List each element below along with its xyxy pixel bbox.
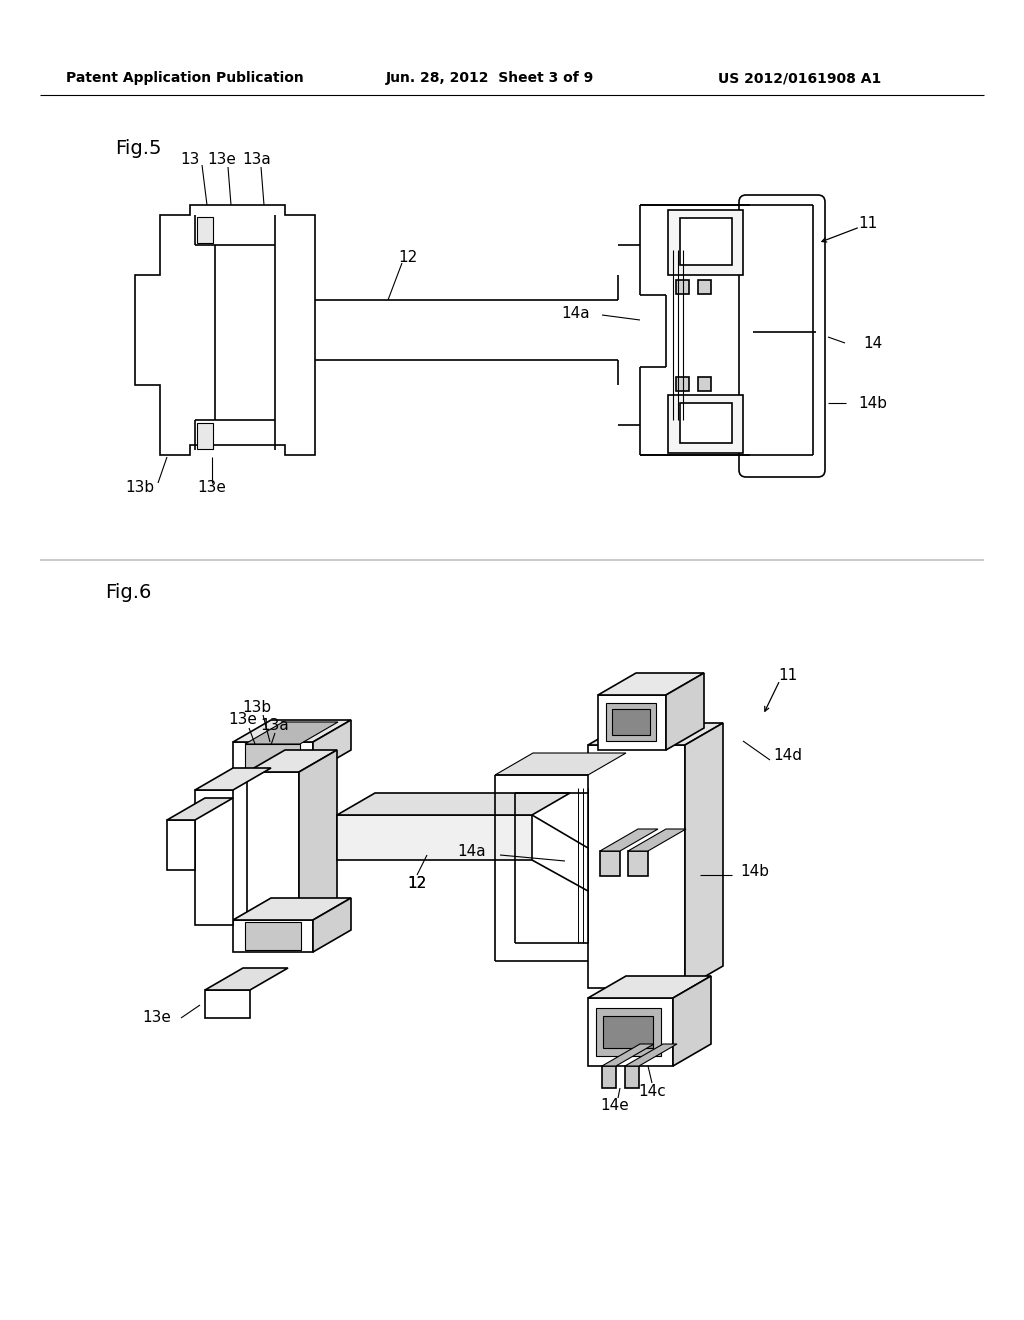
Polygon shape bbox=[628, 829, 686, 851]
Polygon shape bbox=[673, 975, 711, 1067]
Bar bbox=[596, 1008, 662, 1056]
Text: Fig.5: Fig.5 bbox=[115, 139, 162, 157]
Text: 14a: 14a bbox=[458, 843, 486, 858]
Polygon shape bbox=[602, 1044, 654, 1067]
Polygon shape bbox=[685, 723, 723, 987]
Text: 13a: 13a bbox=[243, 153, 271, 168]
Text: 12: 12 bbox=[408, 875, 427, 891]
Polygon shape bbox=[233, 898, 351, 920]
Polygon shape bbox=[625, 1044, 677, 1067]
Text: Jun. 28, 2012  Sheet 3 of 9: Jun. 28, 2012 Sheet 3 of 9 bbox=[386, 71, 594, 84]
Text: 14d: 14d bbox=[773, 747, 803, 763]
Text: 13b: 13b bbox=[125, 479, 155, 495]
Text: Fig.6: Fig.6 bbox=[105, 582, 152, 602]
Polygon shape bbox=[337, 793, 570, 814]
Bar bbox=[668, 395, 743, 453]
FancyBboxPatch shape bbox=[739, 195, 825, 477]
Bar bbox=[606, 704, 656, 741]
Polygon shape bbox=[588, 975, 711, 998]
Polygon shape bbox=[233, 920, 313, 952]
Polygon shape bbox=[588, 723, 723, 744]
Polygon shape bbox=[245, 722, 338, 744]
Bar bbox=[676, 378, 689, 391]
Polygon shape bbox=[337, 814, 532, 861]
Polygon shape bbox=[245, 921, 301, 950]
Text: 13b: 13b bbox=[243, 700, 271, 714]
Bar bbox=[698, 378, 711, 391]
Text: 14e: 14e bbox=[601, 1097, 630, 1113]
Text: 14: 14 bbox=[863, 335, 883, 351]
Bar bbox=[698, 280, 711, 294]
Bar bbox=[628, 851, 648, 876]
Text: 12: 12 bbox=[408, 875, 427, 891]
Bar bbox=[680, 403, 732, 444]
Polygon shape bbox=[598, 696, 666, 750]
Text: 13a: 13a bbox=[261, 718, 290, 733]
Polygon shape bbox=[205, 990, 250, 1018]
Bar bbox=[602, 1067, 616, 1088]
Text: 14c: 14c bbox=[638, 1084, 666, 1098]
Polygon shape bbox=[313, 898, 351, 952]
Polygon shape bbox=[195, 789, 233, 925]
Polygon shape bbox=[600, 829, 658, 851]
Bar bbox=[625, 1067, 639, 1088]
Bar bbox=[680, 218, 732, 265]
Polygon shape bbox=[495, 752, 626, 775]
Polygon shape bbox=[247, 750, 337, 772]
Text: 11: 11 bbox=[858, 215, 878, 231]
Polygon shape bbox=[197, 422, 213, 449]
Polygon shape bbox=[135, 205, 315, 455]
Polygon shape bbox=[195, 768, 271, 789]
Bar bbox=[612, 709, 650, 735]
Bar bbox=[603, 1016, 653, 1048]
Polygon shape bbox=[247, 772, 299, 920]
Polygon shape bbox=[205, 968, 288, 990]
Polygon shape bbox=[245, 744, 300, 770]
Text: 11: 11 bbox=[778, 668, 798, 682]
Text: 13e: 13e bbox=[198, 479, 226, 495]
Polygon shape bbox=[233, 742, 313, 772]
Text: 13e: 13e bbox=[142, 1011, 171, 1026]
Text: 14b: 14b bbox=[858, 396, 888, 411]
Polygon shape bbox=[233, 719, 351, 742]
Polygon shape bbox=[167, 799, 233, 820]
Text: 14b: 14b bbox=[740, 863, 769, 879]
Polygon shape bbox=[167, 820, 195, 870]
Polygon shape bbox=[666, 673, 705, 750]
Text: 13e: 13e bbox=[228, 713, 257, 727]
Text: Patent Application Publication: Patent Application Publication bbox=[67, 71, 304, 84]
Polygon shape bbox=[588, 744, 685, 987]
Polygon shape bbox=[588, 998, 673, 1067]
Text: 14a: 14a bbox=[562, 305, 590, 321]
Text: 12: 12 bbox=[398, 249, 418, 264]
Bar bbox=[600, 851, 620, 876]
Text: 13e: 13e bbox=[208, 153, 237, 168]
Text: 13: 13 bbox=[180, 153, 200, 168]
Polygon shape bbox=[299, 750, 337, 920]
Text: US 2012/0161908 A1: US 2012/0161908 A1 bbox=[719, 71, 882, 84]
Polygon shape bbox=[598, 673, 705, 696]
Polygon shape bbox=[313, 719, 351, 772]
Bar bbox=[668, 210, 743, 275]
Bar bbox=[676, 280, 689, 294]
Polygon shape bbox=[197, 216, 213, 243]
